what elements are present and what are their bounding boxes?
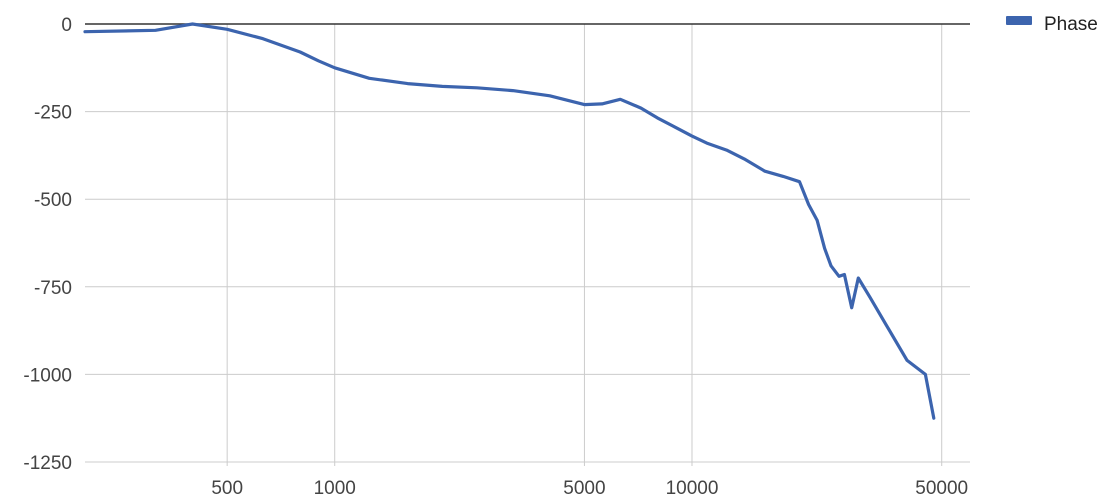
series-line-phase <box>83 22 936 420</box>
legend-swatch-phase <box>1006 16 1032 25</box>
x-tick-label-500: 500 <box>211 478 243 499</box>
y-tick-label--250: -250 <box>34 103 72 124</box>
y-tick-label--750: -750 <box>34 278 72 299</box>
y-axis-tick-labels: 0 -250 -500 -750 -1000 -1250 <box>23 15 72 474</box>
x-tick-label-10000: 10000 <box>666 478 719 499</box>
y-tick-label--500: -500 <box>34 190 72 211</box>
x-axis-tick-labels: 500 1000 5000 10000 50000 <box>211 478 968 499</box>
vertical-gridlines <box>226 24 943 466</box>
series-layer <box>83 22 936 420</box>
legend: Phase <box>1006 14 1098 35</box>
legend-label-phase: Phase <box>1044 14 1098 35</box>
y-tick-label--1000: -1000 <box>23 365 72 386</box>
x-tick-label-5000: 5000 <box>563 478 605 499</box>
x-tick-label-1000: 1000 <box>314 478 356 499</box>
y-tick-label--1250: -1250 <box>23 453 72 474</box>
y-tick-label-0: 0 <box>61 15 72 36</box>
x-tick-label-50000: 50000 <box>915 478 968 499</box>
horizontal-gridlines <box>85 23 970 463</box>
